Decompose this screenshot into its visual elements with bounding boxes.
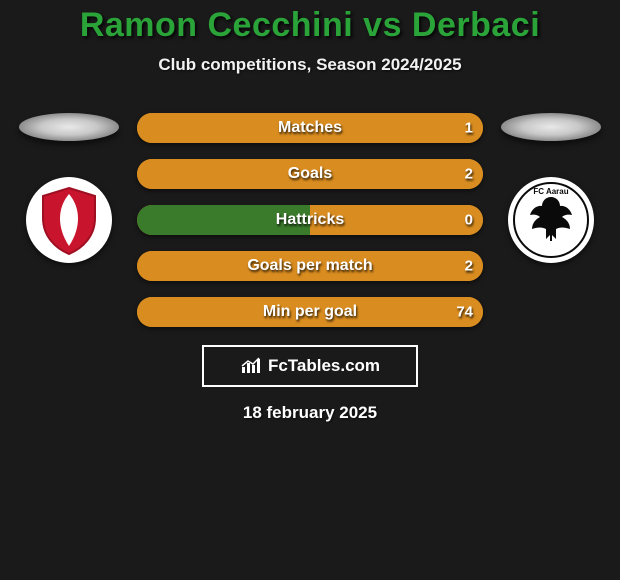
stat-bar: Goals per match 2 bbox=[137, 251, 483, 281]
stat-value-right: 74 bbox=[456, 304, 473, 321]
chart-icon bbox=[240, 357, 262, 375]
stat-bar: Matches 1 bbox=[137, 113, 483, 143]
stat-label: Min per goal bbox=[263, 303, 357, 321]
stat-bar: Hattricks 0 bbox=[137, 205, 483, 235]
stat-bar: Goals 2 bbox=[137, 159, 483, 189]
right-club-crest: FC Aarau bbox=[508, 177, 594, 263]
stat-label: Goals bbox=[288, 165, 332, 183]
source-logo-text: FcTables.com bbox=[268, 356, 380, 376]
stat-value-right: 2 bbox=[465, 258, 473, 275]
comparison-date: 18 february 2025 bbox=[0, 403, 620, 423]
left-player-col bbox=[19, 91, 119, 263]
source-logo[interactable]: FcTables.com bbox=[202, 345, 418, 387]
eagle-crest-icon: FC Aarau bbox=[512, 181, 590, 259]
stat-label: Goals per match bbox=[247, 257, 372, 275]
body-row: Matches 1 Goals 2 Hattricks 0 Goals per match 2… bbox=[0, 91, 620, 327]
right-player-col: FC Aarau bbox=[501, 91, 601, 263]
svg-text:FC Aarau: FC Aarau bbox=[533, 187, 568, 196]
left-club-crest bbox=[26, 177, 112, 263]
page-title: Ramon Cecchini vs Derbaci bbox=[0, 6, 620, 45]
stat-label: Matches bbox=[278, 119, 342, 137]
left-disc bbox=[19, 113, 119, 141]
subtitle: Club competitions, Season 2024/2025 bbox=[0, 55, 620, 75]
stat-value-right: 2 bbox=[465, 166, 473, 183]
right-disc bbox=[501, 113, 601, 141]
stat-value-right: 0 bbox=[465, 212, 473, 229]
stats-column: Matches 1 Goals 2 Hattricks 0 Goals per match 2… bbox=[137, 91, 483, 327]
stat-bar: Min per goal 74 bbox=[137, 297, 483, 327]
stat-label: Hattricks bbox=[276, 211, 344, 229]
stat-value-right: 1 bbox=[465, 120, 473, 137]
comparison-card: Ramon Cecchini vs Derbaci Club competiti… bbox=[0, 0, 620, 423]
shield-icon bbox=[37, 184, 101, 256]
